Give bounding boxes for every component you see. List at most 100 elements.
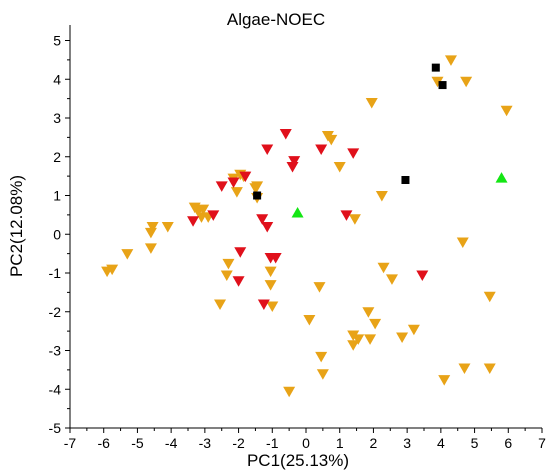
data-point [348,214,361,225]
data-points [101,55,513,398]
data-point [207,210,220,221]
x-tick-label: 7 [538,435,546,451]
data-point [438,81,447,90]
y-tick-label: -1 [49,265,62,281]
x-tick-label: 4 [437,435,445,451]
data-point [261,222,274,233]
series-2 [253,63,447,200]
x-tick-label: -7 [64,435,77,451]
axes: -7 -6 -5 -4 -3 -2 -1 0 1 2 3 4 5 6 7 -5 -4 -3 -2 -1 0 1 2 3 4 5 [49,25,546,451]
series-1 [187,129,429,310]
data-point [401,176,410,184]
y-tick-label: 2 [53,149,61,165]
data-point [483,291,496,303]
data-point [146,222,159,233]
data-point [315,351,328,363]
data-point [347,340,360,351]
data-point [431,63,440,72]
data-point [438,375,451,386]
data-point [500,105,513,117]
x-tick-label: -4 [165,435,178,451]
data-point [407,324,420,336]
x-tick-label: 2 [370,435,378,451]
series-0 [101,55,513,398]
data-point [288,156,301,167]
y-tick-label: 4 [53,71,61,87]
x-tick-label: -5 [131,435,144,451]
data-point [325,134,338,146]
data-point [222,258,235,270]
data-point [313,282,326,293]
data-point [279,129,292,140]
data-point [253,191,262,200]
x-tick-label: -1 [266,435,279,451]
x-tick-label: -6 [97,435,110,451]
y-tick-label: -4 [49,381,62,397]
data-point [144,243,157,254]
data-point [396,332,409,343]
y-tick-label: 3 [53,110,61,126]
y-tick-label: -2 [49,304,62,320]
data-point [431,76,444,88]
x-tick-label: 3 [403,435,411,451]
y-tick-label: 5 [53,33,61,49]
data-point [362,307,375,318]
data-point [375,191,388,202]
data-point [352,334,365,345]
x-tick-label: 5 [471,435,479,451]
data-point [261,144,274,155]
x-tick-label: 1 [336,435,344,451]
data-point [316,369,329,380]
x-tick-label: 6 [504,435,512,451]
data-point [385,274,398,285]
y-tick-label: 0 [53,226,61,242]
data-point [340,210,353,221]
data-point [416,270,429,281]
data-point [377,262,390,274]
data-point [483,363,496,374]
x-axis-label: PC1(25.13%) [247,451,349,470]
data-point [144,227,157,239]
data-point [347,148,360,159]
series-3 [291,172,508,218]
chart-title: Algae-NOEC [227,10,325,29]
data-point [365,98,378,109]
data-point [495,172,508,183]
data-point [333,161,346,173]
data-point [239,171,252,183]
data-point [257,299,270,310]
y-tick-label: -5 [49,420,62,436]
data-point [215,181,228,192]
data-point [460,76,473,88]
data-point [106,264,119,276]
data-point [266,301,279,312]
data-point [227,177,240,188]
data-point [161,222,174,233]
data-point [251,181,264,192]
data-point [456,237,469,248]
data-point [269,253,282,264]
data-point [214,299,227,310]
data-point [121,249,134,260]
data-point [187,216,200,227]
data-point [264,266,277,278]
data-point [286,161,299,173]
data-point [303,315,316,326]
y-tick-label: 1 [53,188,61,204]
data-point [291,206,304,218]
data-point [256,214,269,225]
data-point [364,334,377,345]
y-axis-label: PC2(12.08%) [7,175,26,277]
data-point [444,55,457,66]
data-point [220,270,233,281]
x-tick-label: -2 [232,435,245,451]
data-point [232,276,245,287]
data-point [283,386,296,398]
data-point [197,204,210,216]
data-point [230,187,243,198]
y-tick-label: -3 [49,343,62,359]
data-point [369,318,382,330]
data-point [264,280,277,291]
x-tick-label: 0 [302,435,310,451]
